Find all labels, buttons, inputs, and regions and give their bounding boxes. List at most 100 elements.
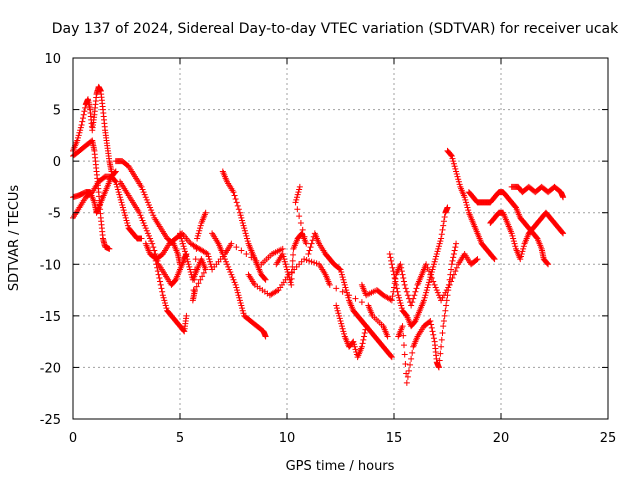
data-point (351, 343, 358, 350)
data-point (435, 364, 442, 371)
data-point (428, 269, 435, 276)
data-point (359, 340, 366, 347)
data-point (159, 288, 166, 295)
data-point (154, 268, 161, 275)
data-point (436, 240, 443, 247)
data-point (140, 189, 147, 196)
data-point (143, 227, 150, 234)
data-point (223, 258, 230, 265)
data-point (117, 196, 124, 203)
data-point (342, 284, 349, 291)
data-point (404, 292, 411, 299)
data-point (120, 207, 127, 214)
data-point (197, 276, 204, 283)
data-point (292, 199, 299, 206)
data-point (420, 297, 427, 304)
data-point (392, 275, 399, 282)
data-point (425, 279, 432, 286)
data-point (294, 206, 301, 213)
data-point (391, 280, 398, 287)
data-point (510, 238, 517, 245)
data-point (279, 250, 286, 257)
data-point (326, 281, 333, 288)
data-point (400, 275, 407, 282)
data-point (362, 326, 369, 333)
data-point (388, 257, 395, 264)
data-point (338, 271, 345, 278)
data-point (186, 263, 193, 270)
data-point (430, 331, 437, 338)
data-point (244, 235, 251, 242)
data-point (387, 296, 394, 303)
data-point (402, 360, 409, 367)
data-point (450, 158, 457, 165)
data-point (440, 292, 447, 299)
data-point (341, 281, 348, 288)
data-point (333, 302, 340, 309)
x-tick-label: 25 (600, 431, 617, 446)
data-point (430, 335, 437, 342)
plot-frame (72, 57, 609, 420)
data-point (398, 264, 405, 271)
data-point (442, 289, 449, 296)
data-point (295, 189, 302, 196)
data-point (121, 209, 128, 216)
data-point (294, 191, 301, 198)
data-point (297, 220, 304, 227)
data-point (544, 260, 551, 267)
data-point (150, 212, 157, 219)
data-point (453, 240, 460, 247)
data-point (462, 196, 469, 203)
data-point (236, 209, 243, 216)
data-point (393, 285, 400, 292)
data-point (517, 253, 524, 260)
data-point (239, 217, 246, 224)
series-track-1 (70, 83, 115, 175)
data-point (440, 218, 447, 225)
data-point (560, 230, 567, 237)
data-point (206, 256, 213, 263)
data-point (352, 295, 359, 302)
data-point (283, 263, 290, 270)
data-point (153, 261, 160, 268)
data-point (233, 199, 240, 206)
data-point (80, 111, 87, 118)
data-point (400, 332, 407, 339)
data-point (290, 251, 297, 258)
data-point (520, 245, 527, 252)
data-point (262, 333, 269, 340)
data-point (388, 261, 395, 268)
data-point (340, 328, 347, 335)
data-point (234, 287, 241, 294)
data-point (427, 271, 434, 278)
data-point (436, 357, 443, 364)
data-point (430, 278, 437, 285)
data-point (183, 253, 190, 260)
data-point (233, 284, 240, 291)
data-point (439, 330, 446, 337)
data-point (149, 240, 156, 247)
data-point (350, 338, 357, 345)
data-point (398, 305, 405, 312)
data-point (434, 248, 441, 255)
data-point (452, 268, 459, 275)
data-point (388, 354, 395, 361)
data-point (301, 233, 308, 240)
data-point (262, 276, 269, 283)
data-point (448, 261, 455, 268)
data-point (443, 302, 450, 309)
series-track-12 (305, 230, 395, 361)
data-point (435, 243, 442, 250)
data-point (449, 155, 456, 162)
y-tick-label: 5 (53, 104, 61, 119)
data-point (403, 379, 410, 386)
data-point (389, 264, 396, 271)
data-point (184, 256, 191, 263)
data-point (307, 244, 314, 251)
data-point (453, 171, 460, 178)
data-point (442, 307, 449, 314)
data-points (70, 83, 567, 386)
data-point (160, 294, 167, 301)
data-point (182, 250, 189, 257)
